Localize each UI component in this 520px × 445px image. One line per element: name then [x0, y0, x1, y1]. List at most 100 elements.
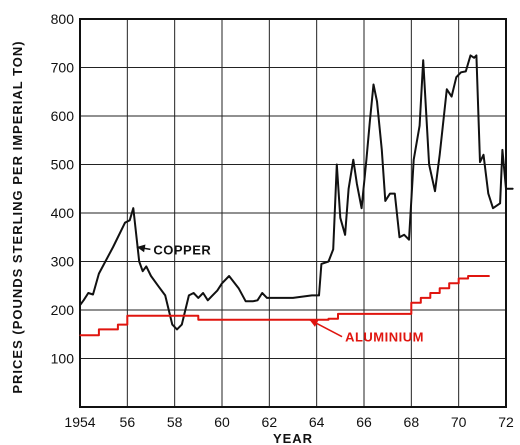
data-point-copper: [365, 159, 367, 161]
data-point-copper: [112, 246, 114, 248]
data-point-copper: [292, 297, 294, 299]
data-point-copper: [197, 297, 199, 299]
annotation-arrowhead-aluminium: [309, 319, 319, 327]
data-point-copper: [450, 96, 453, 98]
grid-lines: [79, 18, 507, 407]
series-line-aluminium: [80, 275, 490, 337]
data-point-copper: [164, 294, 166, 297]
data-point-copper: [434, 190, 436, 192]
data-point-copper: [465, 70, 467, 72]
x-axis-title: YEAR: [273, 431, 313, 445]
data-point-copper: [501, 149, 504, 151]
data-point-copper: [79, 304, 81, 306]
data-point-aluminium: [408, 313, 410, 315]
data-point-copper: [327, 260, 330, 263]
data-point-copper: [344, 234, 346, 236]
y-tick-label: 700: [51, 60, 75, 76]
data-point-copper: [403, 234, 405, 236]
data-point-copper: [381, 149, 383, 151]
data-point-copper: [475, 54, 478, 56]
data-point-copper: [207, 299, 209, 301]
data-point-copper: [505, 188, 507, 190]
data-point-copper: [181, 323, 183, 326]
x-tick-label: 56: [120, 414, 136, 430]
data-point-aluminium: [337, 313, 339, 315]
y-axis-title: PRICES (POUNDS STERLING PER IMPERIAL TON…: [10, 40, 25, 393]
data-point-copper: [376, 100, 378, 103]
data-point-copper: [216, 290, 218, 292]
data-point-copper: [352, 159, 354, 161]
y-tick-label: 200: [51, 302, 75, 318]
data-point-copper: [98, 273, 100, 275]
x-tick-label: 60: [214, 414, 230, 430]
data-point-copper: [348, 188, 350, 190]
data-point-copper: [261, 292, 263, 294]
data-point-aluminium: [467, 275, 469, 277]
data-point-copper: [499, 202, 501, 204]
data-point-copper: [145, 265, 147, 267]
y-tick-label: 800: [51, 11, 75, 27]
x-tick-label: 66: [356, 414, 372, 430]
data-point-copper: [460, 71, 462, 73]
annotation-aluminium: ALUMINIUM: [345, 330, 424, 345]
data-point-copper: [138, 260, 140, 263]
data-point-copper: [171, 323, 173, 326]
data-point-copper: [482, 154, 485, 156]
data-point-copper: [221, 282, 223, 284]
data-point-copper: [408, 239, 410, 241]
data-point-copper: [188, 294, 190, 297]
data-point-aluminium: [458, 277, 460, 280]
data-point-copper: [245, 300, 247, 302]
data-point-copper: [487, 193, 489, 195]
x-tick-label: 72: [498, 414, 514, 430]
data-point-aluminium: [193, 315, 195, 317]
data-point-copper: [469, 54, 472, 56]
data-point-copper: [512, 188, 514, 190]
data-point-copper: [384, 200, 386, 202]
data-point-copper: [422, 59, 424, 61]
data-point-copper: [82, 299, 85, 301]
data-point-aluminium: [126, 315, 128, 317]
data-point-copper: [372, 83, 375, 86]
y-tick-label: 400: [51, 205, 75, 221]
data-point-aluminium: [448, 282, 450, 284]
data-point-aluminium: [488, 275, 491, 277]
series-group: [79, 54, 514, 337]
x-tick-label: 1954: [64, 414, 95, 430]
annotation-copper: COPPER: [153, 242, 211, 257]
x-tick-label: 68: [404, 414, 420, 430]
data-point-aluminium: [420, 297, 422, 299]
data-point-aluminium: [79, 334, 81, 336]
annotation-arrowhead-copper: [136, 244, 146, 253]
data-point-copper: [87, 292, 89, 294]
data-point-copper: [142, 270, 144, 272]
data-point-aluminium: [98, 328, 100, 330]
series-line-copper: [79, 54, 514, 331]
data-point-copper: [124, 222, 126, 224]
data-point-copper: [455, 76, 457, 78]
data-point-copper: [361, 207, 363, 209]
x-axis-ticks: 1954 56 58 60 62 64 66 68 70 72: [64, 414, 514, 430]
data-point-copper: [389, 193, 391, 195]
data-point-copper: [419, 125, 421, 127]
x-tick-label: 70: [451, 414, 467, 430]
data-point-copper: [92, 293, 94, 296]
y-tick-label: 100: [51, 351, 75, 367]
data-point-copper: [266, 297, 268, 299]
data-point-copper: [336, 163, 338, 166]
data-point-aluminium: [410, 302, 412, 304]
plot-frame: [79, 18, 507, 408]
data-point-copper: [275, 297, 278, 299]
data-point-copper: [150, 275, 152, 277]
data-point-aluminium: [439, 287, 441, 289]
data-point-copper: [311, 294, 313, 297]
x-tick-label: 58: [167, 414, 183, 430]
y-tick-label: 600: [51, 108, 75, 124]
data-point-copper: [228, 275, 230, 277]
data-point-copper: [473, 57, 475, 59]
data-point-copper: [318, 294, 320, 297]
data-point-copper: [193, 292, 195, 294]
data-point-copper: [320, 263, 322, 265]
data-point-copper: [356, 183, 358, 185]
